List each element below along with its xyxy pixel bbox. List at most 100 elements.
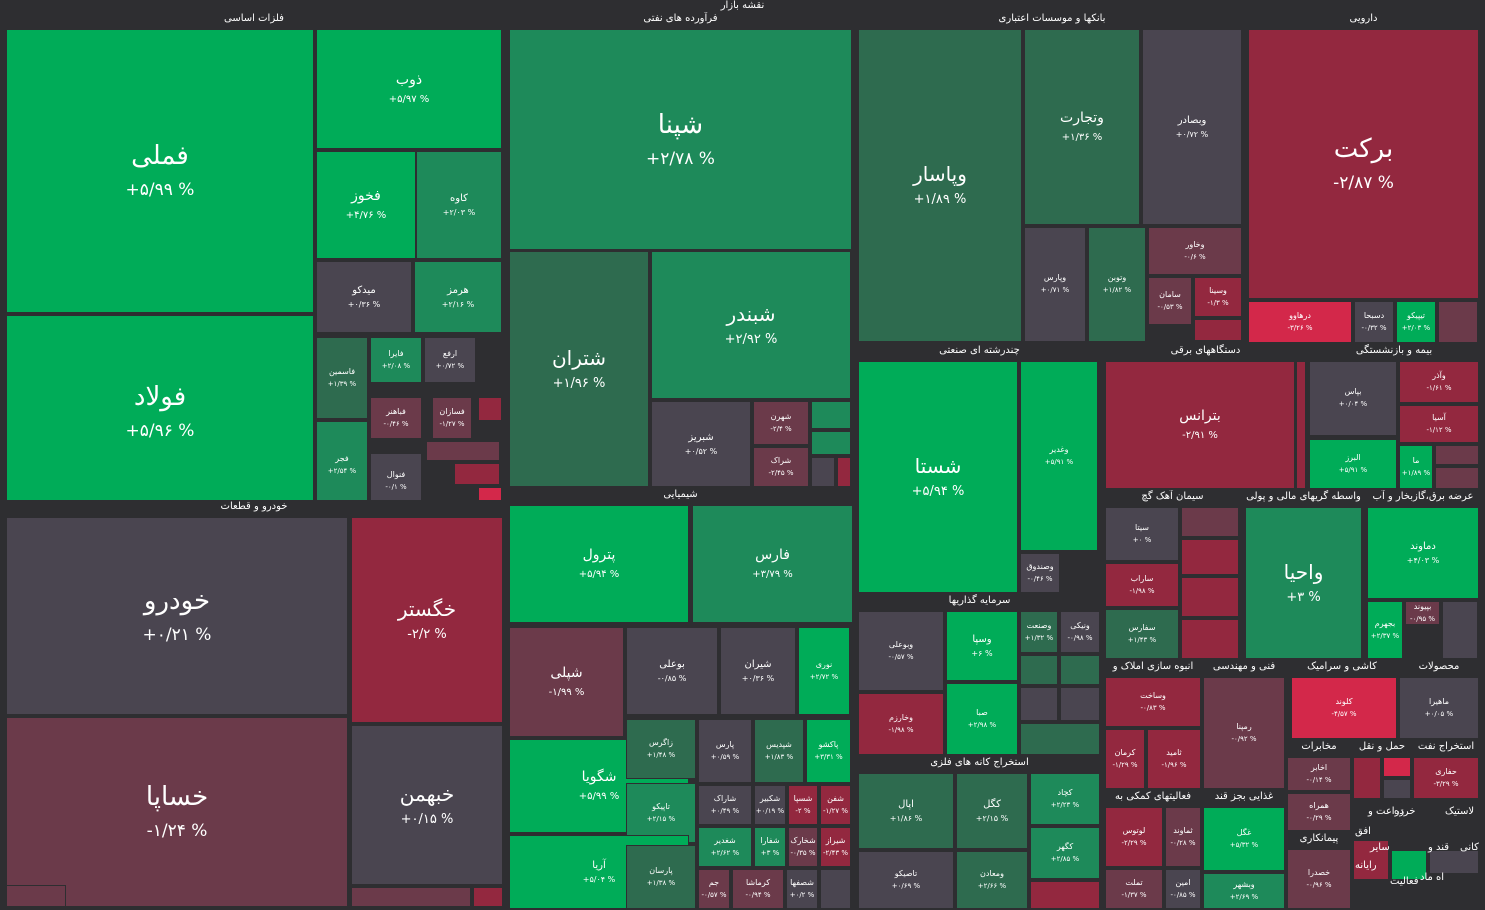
stock-tile[interactable]: کاوه +۲/۰۳ %: [416, 151, 502, 259]
stock-tile[interactable]: شاراک +۰/۴۹ %: [698, 785, 752, 825]
stock-tile[interactable]: بپیوند -۰/۹۵ %: [1405, 601, 1440, 625]
stock-tile-unlabeled[interactable]: [6, 885, 66, 907]
stock-tile[interactable]: لوتوس -۲/۲۹ %: [1105, 807, 1163, 867]
stock-tile-unlabeled[interactable]: [1181, 619, 1239, 659]
stock-tile[interactable]: ماهیرا +۰/۰۵ %: [1399, 677, 1479, 739]
stock-tile[interactable]: شغدیر +۲/۶۲ %: [698, 827, 752, 867]
stock-tile[interactable]: هرمز +۲/۱۶ %: [414, 261, 502, 333]
stock-tile[interactable]: شبندر +۲/۹۲ %: [651, 251, 851, 399]
stock-tile-unlabeled[interactable]: [1438, 301, 1478, 343]
stock-tile[interactable]: سیتا +۰ %: [1105, 507, 1179, 561]
stock-tile[interactable]: آسیا -۱/۱۲ %: [1399, 405, 1479, 443]
stock-tile[interactable]: وپارس +۰/۷۱ %: [1024, 227, 1086, 342]
stock-tile-unlabeled[interactable]: [1030, 881, 1100, 909]
stock-tile-unlabeled[interactable]: [1435, 467, 1479, 489]
stock-tile[interactable]: شراک -۲/۴۵ %: [753, 447, 809, 487]
stock-tile-unlabeled[interactable]: [811, 401, 851, 429]
stock-tile-unlabeled[interactable]: [1383, 757, 1411, 777]
stock-tile-unlabeled[interactable]: [1181, 577, 1239, 617]
stock-tile[interactable]: پترول +۵/۹۴ %: [509, 505, 689, 623]
stock-tile[interactable]: ما +۱/۸۹ %: [1399, 445, 1433, 489]
stock-tile[interactable]: شفارا +۳ %: [754, 827, 786, 867]
stock-tile[interactable]: شیران +۰/۳۶ %: [720, 627, 796, 715]
stock-tile[interactable]: همراه -۰/۲۹ %: [1287, 793, 1351, 831]
stock-tile[interactable]: وآذر -۱/۶۱ %: [1399, 361, 1479, 403]
stock-tile[interactable]: وخاور -۰/۶ %: [1148, 227, 1242, 275]
stock-tile[interactable]: زاگرس +۱/۴۸ %: [626, 719, 696, 779]
stock-tile[interactable]: وبوعلی -۰/۵۷ %: [858, 611, 944, 691]
stock-tile-unlabeled[interactable]: [426, 441, 500, 461]
stock-tile[interactable]: فنوال -۰/۱ %: [370, 453, 422, 509]
stock-tile[interactable]: شکبیر +۰/۱۹ %: [754, 785, 786, 825]
stock-tile[interactable]: فاسمین +۱/۳۹ %: [316, 337, 368, 419]
stock-tile-unlabeled[interactable]: [1296, 361, 1306, 489]
stock-tile[interactable]: امین -۰/۸۵ %: [1165, 869, 1201, 909]
stock-tile-unlabeled[interactable]: [837, 457, 851, 487]
stock-tile-unlabeled[interactable]: [1181, 539, 1239, 575]
stock-tile[interactable]: ارفع +۰/۷۲ %: [424, 337, 476, 383]
stock-tile[interactable]: صبا +۲/۹۸ %: [946, 683, 1018, 755]
stock-tile[interactable]: سامان -۰/۵۳ %: [1148, 277, 1192, 325]
stock-tile[interactable]: شفن -۱/۲۷ %: [820, 785, 851, 825]
stock-tile[interactable]: کچاد +۲/۲۳ %: [1030, 773, 1100, 825]
stock-tile[interactable]: سفارس +۱/۴۳ %: [1105, 609, 1179, 659]
stock-tile[interactable]: وپاسار +۱/۸۹ %: [858, 29, 1022, 342]
stock-tile[interactable]: کگل +۲/۱۵ %: [956, 773, 1028, 849]
stock-tile[interactable]: شبریز +۰/۵۲ %: [651, 401, 751, 487]
stock-tile[interactable]: واحیا +۳ %: [1245, 507, 1362, 659]
stock-tile[interactable]: رمپنا -۰/۹۲ %: [1203, 677, 1285, 789]
stock-tile[interactable]: کرماشا -۰/۹۴ %: [732, 869, 784, 909]
stock-tile-unlabeled[interactable]: [1391, 850, 1427, 880]
stock-tile[interactable]: شسپا -۲ %: [788, 785, 818, 825]
stock-tile[interactable]: پارسان +۱/۳۸ %: [626, 845, 696, 909]
stock-tile-unlabeled[interactable]: [820, 869, 851, 909]
stock-tile[interactable]: شپدیس +۱/۸۳ %: [754, 719, 804, 783]
stock-tile-unlabeled[interactable]: [1442, 601, 1478, 659]
stock-tile[interactable]: کلوند -۴/۵۷ %: [1291, 677, 1397, 739]
stock-tile[interactable]: وتوبن +۱/۸۲ %: [1088, 227, 1146, 342]
stock-tile-unlabeled[interactable]: [1353, 840, 1389, 880]
stock-tile[interactable]: شتران +۱/۹۶ %: [509, 251, 649, 487]
stock-tile[interactable]: خودرو +۰/۲۱ %: [6, 517, 348, 715]
stock-tile[interactable]: شهرن -۲/۴ %: [753, 401, 809, 445]
stock-tile[interactable]: اخابر -۰/۱۴ %: [1287, 757, 1351, 791]
stock-tile[interactable]: ونیکی -۰/۹۸ %: [1060, 611, 1100, 653]
stock-tile[interactable]: میدکو +۰/۳۶ %: [316, 261, 412, 333]
stock-tile-unlabeled[interactable]: [811, 457, 835, 487]
stock-tile[interactable]: بپاس +۰/۰۴ %: [1309, 361, 1397, 436]
stock-tile[interactable]: نوری +۲/۷۲ %: [798, 627, 850, 715]
stock-tile[interactable]: وسپا +۶ %: [946, 611, 1018, 681]
stock-tile[interactable]: ذوب +۵/۹۷ %: [316, 29, 502, 149]
stock-tile[interactable]: شستا +۵/۹۴ %: [858, 361, 1018, 593]
stock-tile[interactable]: فارس +۳/۷۹ %: [692, 505, 853, 623]
stock-tile-unlabeled[interactable]: [1020, 723, 1100, 755]
stock-tile[interactable]: پاکشو +۳/۳۱ %: [806, 719, 851, 783]
stock-tile-unlabeled[interactable]: [1429, 850, 1479, 874]
stock-tile-unlabeled[interactable]: [1353, 757, 1381, 799]
stock-tile-unlabeled[interactable]: [811, 431, 851, 455]
stock-tile[interactable]: جم -۰/۵۷ %: [698, 869, 730, 909]
stock-tile[interactable]: اپال +۱/۸۶ %: [858, 773, 954, 849]
stock-tile[interactable]: خساپا -۱/۲۴ %: [6, 717, 348, 907]
stock-tile[interactable]: پارس +۰/۵۹ %: [698, 719, 752, 783]
stock-tile[interactable]: وصندوق -۰/۴۶ %: [1020, 553, 1060, 593]
stock-tile-unlabeled[interactable]: [1194, 319, 1242, 341]
stock-tile-unlabeled[interactable]: [1020, 655, 1058, 685]
stock-tile-unlabeled[interactable]: [454, 463, 500, 485]
stock-tile[interactable]: وساخت -۰/۸۳ %: [1105, 677, 1201, 727]
stock-tile[interactable]: فملی +۵/۹۹ %: [6, 29, 314, 313]
stock-tile-unlabeled[interactable]: [351, 887, 471, 907]
stock-tile-unlabeled[interactable]: [1020, 687, 1058, 721]
stock-tile[interactable]: ومعادن +۲/۶۶ %: [956, 851, 1028, 909]
stock-tile[interactable]: شپلی -۱/۹۹ %: [509, 627, 624, 737]
stock-tile[interactable]: فخوز +۴/۷۶ %: [316, 151, 416, 259]
stock-tile[interactable]: کرمان -۱/۲۹ %: [1105, 729, 1145, 789]
stock-tile[interactable]: غگل +۵/۳۲ %: [1203, 807, 1285, 871]
stock-tile[interactable]: تیپیکو +۲/۰۳ %: [1396, 301, 1436, 343]
stock-tile[interactable]: بترانس -۲/۹۱ %: [1105, 361, 1295, 489]
stock-tile-unlabeled[interactable]: [1383, 779, 1411, 799]
stock-tile[interactable]: بجهرم +۲/۳۷ %: [1367, 601, 1403, 659]
stock-tile[interactable]: فباهنر -۰/۴۶ %: [370, 397, 422, 439]
stock-tile[interactable]: وبصادر +۰/۷۲ %: [1142, 29, 1242, 225]
stock-tile[interactable]: ثماوند -۰/۲۸ %: [1165, 807, 1201, 867]
